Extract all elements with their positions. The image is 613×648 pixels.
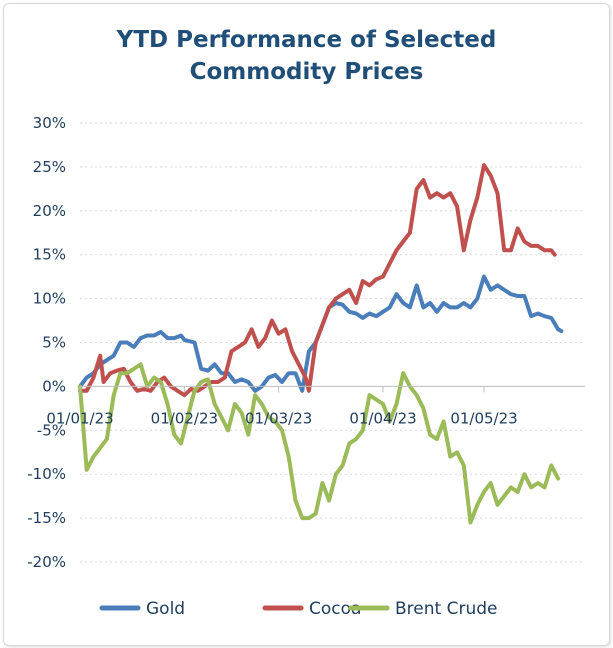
y-tick-label: 5% (42, 334, 66, 352)
gridlines (80, 122, 585, 563)
y-tick-label: 10% (33, 290, 66, 308)
legend-label-cocoa: Cocoa (309, 599, 361, 619)
legend-label-gold: Gold (146, 599, 185, 619)
legend: Gold Cocoa Brent Crude (99, 599, 497, 619)
chart-frame (3, 3, 610, 646)
x-axis (79, 385, 585, 393)
y-tick-label: -5% (37, 421, 66, 439)
chart-title-line-2: Commodity Prices (189, 59, 424, 85)
series-lines (78, 163, 564, 525)
y-tick-label: 15% (33, 246, 66, 264)
chart-title-line-1: YTD Performance of Selected (116, 27, 497, 53)
y-tick-label: -10% (27, 465, 66, 483)
y-tick-label: 30% (33, 114, 66, 132)
y-tick-label: 25% (33, 158, 66, 176)
x-axis-tick-labels: 01/01/23 01/02/23 01/03/23 01/04/23 01/05/23 (46, 409, 517, 427)
y-tick-label: 0% (42, 377, 66, 395)
y-axis-tick-labels: 30% 25% 20% 15% 10% 5% 0% -5% -10% -15% -20% (27, 114, 66, 571)
x-tick-label: 01/05/23 (450, 409, 517, 427)
x-tick-label: 01/01/23 (46, 409, 113, 427)
y-tick-label: -20% (27, 553, 66, 571)
series-line-brent-crude (78, 362, 561, 525)
y-tick-label: -15% (27, 509, 66, 527)
chart-title: YTD Performance of Selected Commodity Pr… (0, 24, 613, 88)
y-tick-label: 20% (33, 202, 66, 220)
x-tick-label: 01/04/23 (349, 409, 416, 427)
x-tick-label: 01/03/23 (245, 409, 312, 427)
x-tick-label: 01/02/23 (151, 409, 218, 427)
legend-label-brent-crude: Brent Crude (395, 599, 497, 619)
